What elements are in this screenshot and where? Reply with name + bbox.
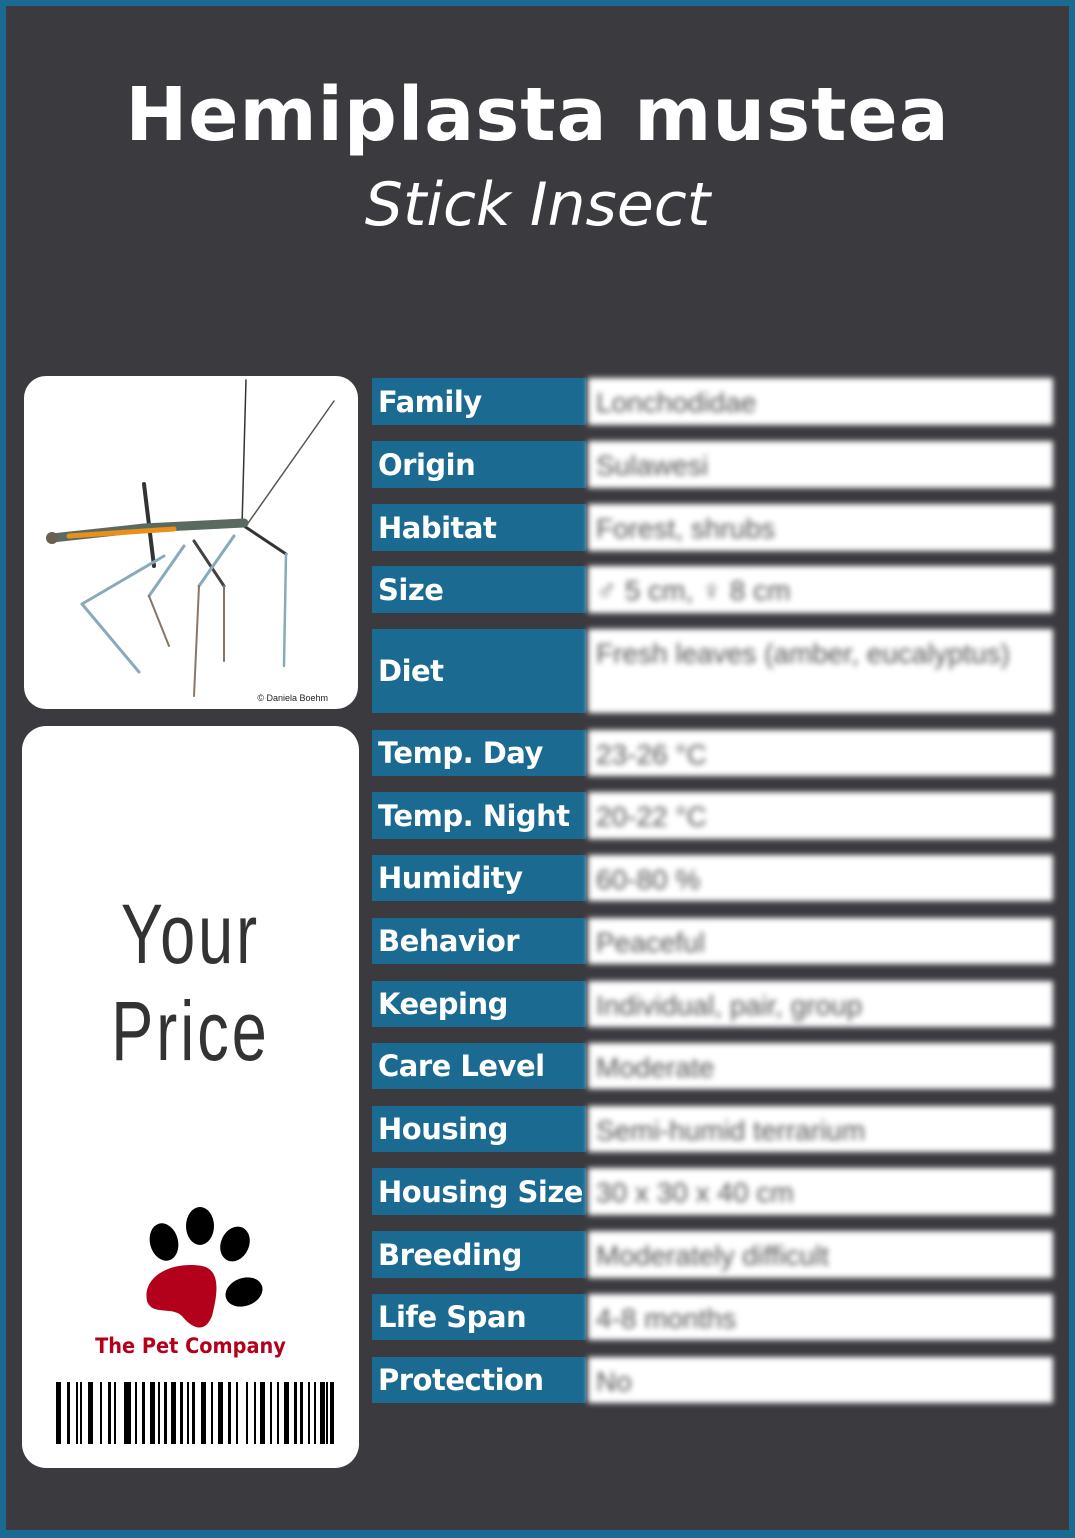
info-row: Humidity 60-80 % — [372, 855, 1053, 901]
barcode-bar — [246, 1382, 248, 1444]
barcode-bar — [142, 1382, 145, 1444]
row-value: Semi-humid terrarium — [588, 1106, 1053, 1152]
barcode-bar — [308, 1382, 310, 1444]
row-label: Housing — [372, 1106, 586, 1152]
barcode-bar — [56, 1382, 61, 1444]
row-value: ♂ 5 cm, ♀ 8 cm — [588, 566, 1053, 613]
info-row: Temp. Day 23-26 °C — [372, 730, 1053, 776]
barcode-bar — [254, 1382, 256, 1444]
row-label: Size — [372, 566, 586, 613]
info-row: Housing Size 30 x 30 x 40 cm — [372, 1168, 1053, 1215]
barcode-bar — [320, 1382, 325, 1444]
stick-insect-illustration — [46, 379, 335, 697]
row-value: Moderate — [588, 1043, 1053, 1089]
row-value: 20-22 °C — [588, 792, 1053, 839]
row-label: Origin — [372, 441, 586, 488]
info-row: Family Lonchodidae — [372, 378, 1053, 425]
row-value: 30 x 30 x 40 cm — [588, 1168, 1053, 1215]
info-row: Diet Fresh leaves (amber, eucalyptus) — [372, 629, 1053, 713]
row-label: Temp. Night — [372, 792, 586, 839]
row-value: Sulawesi — [588, 441, 1053, 488]
row-value: Fresh leaves (amber, eucalyptus) — [588, 629, 1053, 713]
barcode-bar — [80, 1382, 82, 1444]
barcode-bar — [270, 1382, 272, 1444]
row-label: Behavior — [372, 918, 586, 964]
barcode-bar — [284, 1382, 289, 1444]
barcode-bar — [326, 1382, 328, 1444]
row-label: Temp. Day — [372, 730, 586, 776]
barcode-bar — [150, 1382, 155, 1444]
species-title: Hemiplasta mustea — [125, 72, 950, 158]
barcode-bar — [100, 1382, 102, 1444]
price-label: Your Price — [111, 887, 270, 1078]
row-label: Diet — [372, 629, 586, 713]
company-name: The Pet Company — [95, 1334, 286, 1358]
barcode-bar — [236, 1382, 238, 1444]
photo-credit: © Daniela Boehm — [257, 693, 328, 703]
barcode-bar — [211, 1382, 213, 1444]
info-row: Care Level Moderate — [372, 1043, 1053, 1089]
row-label: Family — [372, 378, 586, 425]
info-row: Housing Semi-humid terrarium — [372, 1106, 1053, 1152]
barcode-bar — [76, 1382, 78, 1444]
barcode-bar — [228, 1382, 231, 1444]
barcode-bar — [187, 1382, 189, 1444]
row-value: Peaceful — [588, 918, 1053, 964]
info-row: Keeping Individual, pair, group — [372, 981, 1053, 1027]
barcode-bar — [171, 1382, 176, 1444]
row-label: Care Level — [372, 1043, 586, 1089]
barcode-bar — [201, 1382, 206, 1444]
info-row: Habitat Forest, shrubs — [372, 504, 1053, 551]
insect-photo: © Daniela Boehm — [24, 376, 358, 709]
barcode-bar — [294, 1382, 297, 1444]
barcode-bar — [180, 1382, 183, 1444]
barcode-bar — [300, 1382, 303, 1444]
row-value: 23-26 °C — [588, 730, 1053, 776]
row-value: No — [588, 1357, 1053, 1403]
info-row: Size ♂ 5 cm, ♀ 8 cm — [372, 566, 1053, 613]
row-value: Lonchodidae — [588, 378, 1053, 425]
barcode-bar — [164, 1382, 167, 1444]
paw-logo-icon — [146, 1207, 263, 1328]
info-row: Temp. Night 20-22 °C — [372, 792, 1053, 839]
row-label: Protection — [372, 1357, 586, 1403]
barcode-bar — [88, 1382, 93, 1444]
barcode-bar — [277, 1382, 279, 1444]
barcode-bar — [114, 1382, 116, 1444]
info-row: Behavior Peaceful — [372, 918, 1053, 964]
row-label: Habitat — [372, 504, 586, 551]
row-value: Individual, pair, group — [588, 981, 1053, 1027]
info-row: Protection No — [372, 1357, 1053, 1403]
barcode-bar — [314, 1382, 316, 1444]
row-value: 4-8 months — [588, 1294, 1053, 1340]
barcode-bar — [108, 1382, 111, 1444]
price-card: Your Price The Pet Company — [22, 726, 359, 1468]
common-name: Stick Insect — [364, 170, 711, 240]
barcode-bar — [330, 1382, 334, 1444]
row-label: Humidity — [372, 855, 586, 901]
row-label: Life Span — [372, 1294, 586, 1340]
info-row: Breeding Moderately difficult — [372, 1231, 1053, 1278]
row-label: Keeping — [372, 981, 586, 1027]
row-value: Forest, shrubs — [588, 504, 1053, 551]
row-value: Moderately difficult — [588, 1231, 1053, 1278]
row-label: Breeding — [372, 1231, 586, 1278]
barcode-bar — [135, 1382, 137, 1444]
barcode — [56, 1382, 334, 1444]
barcode-bar — [218, 1382, 223, 1444]
row-label: Housing Size — [372, 1168, 586, 1215]
info-row: Origin Sulawesi — [372, 441, 1053, 488]
row-value: 60-80 % — [588, 855, 1053, 901]
barcode-bar — [158, 1382, 160, 1444]
barcode-bar — [67, 1382, 70, 1444]
barcode-bar — [260, 1382, 265, 1444]
info-row: Life Span 4-8 months — [372, 1294, 1053, 1340]
barcode-bar — [124, 1382, 131, 1444]
barcode-bar — [192, 1382, 195, 1444]
